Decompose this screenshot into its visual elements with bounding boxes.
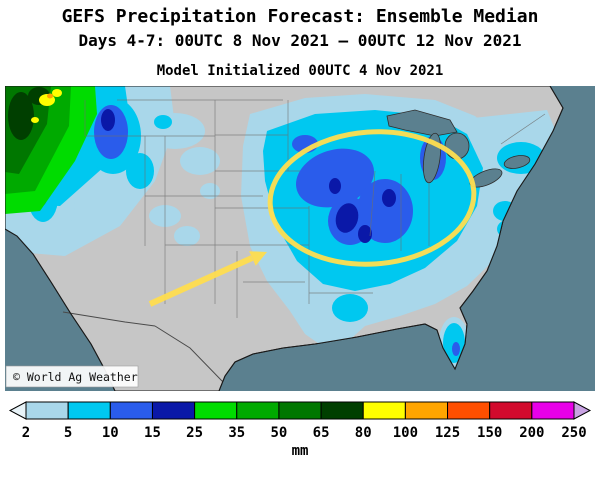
model-init-line: Model Initialized 00UTC 4 Nov 2021: [156, 63, 444, 79]
colorbar-left-arrow: [8, 401, 27, 420]
colorbar-right-arrow: [573, 401, 592, 420]
colorbar-tick-label: 35: [228, 425, 245, 441]
colorbar-tick-label: 65: [313, 425, 330, 441]
highlight-ellipse: [267, 129, 477, 267]
colorbar-segment: [194, 401, 238, 420]
colorbar-segment: [447, 401, 491, 420]
colorbar-segment: [278, 401, 322, 420]
colorbar-container: 2 5 10 15 25 35 50 65 80 100 125 150 200 250 mm: [8, 397, 592, 463]
watermark: © World Ag Weather: [5, 365, 139, 388]
colorbar-segment: [404, 401, 449, 420]
colorbar-tick-label: 50: [270, 425, 287, 441]
colorbar-segment: [236, 401, 280, 420]
colorbar-tick-label: 150: [477, 425, 502, 441]
colorbar-segment: [67, 401, 111, 420]
watermark-text: © World Ag Weather: [13, 370, 138, 384]
colorbar-tick-label: 100: [393, 425, 418, 441]
state-borders: [84, 99, 546, 318]
precip-layer-100mm-plus: [47, 93, 53, 99]
page-title: GEFS Precipitation Forecast: Ensemble Me…: [61, 6, 539, 27]
colorbar-segment: [320, 401, 364, 420]
forecast-period-subtitle: Days 4-7: 00UTC 8 Nov 2021 — 00UTC 12 No…: [78, 31, 522, 50]
colorbar-tick-label: 5: [64, 425, 72, 441]
us-precipitation-map: © World Ag Weather: [5, 86, 595, 391]
colorbar-tick-label: 200: [519, 425, 544, 441]
colorbar-unit-label: mm: [292, 443, 309, 459]
colorbar-tick-label: 80: [355, 425, 372, 441]
precip-layer-15-25mm: [101, 109, 396, 243]
colorbar-tick-label: 15: [144, 425, 161, 441]
coastline-outline: [5, 86, 564, 391]
colorbar-segment: [362, 401, 406, 420]
colorbar-segment: [151, 401, 196, 420]
colorbar-tick-label: 2: [22, 425, 30, 441]
chart-header: GEFS Precipitation Forecast: Ensemble Me…: [0, 0, 600, 80]
arrow-annotation: [148, 251, 267, 307]
colorbar-segment: [25, 401, 69, 420]
colorbar-segment: [531, 401, 575, 420]
colorbar-segment: [109, 401, 153, 420]
map-container: © World Ag Weather: [5, 86, 595, 391]
mexico-border: [62, 311, 224, 383]
colorbar-tick-label: 25: [186, 425, 203, 441]
colorbar-tick-label: 250: [561, 425, 586, 441]
colorbar-segment: [489, 401, 533, 420]
colorbar-tick-label: 125: [435, 425, 460, 441]
colorbar-tick-label: 10: [102, 425, 119, 441]
